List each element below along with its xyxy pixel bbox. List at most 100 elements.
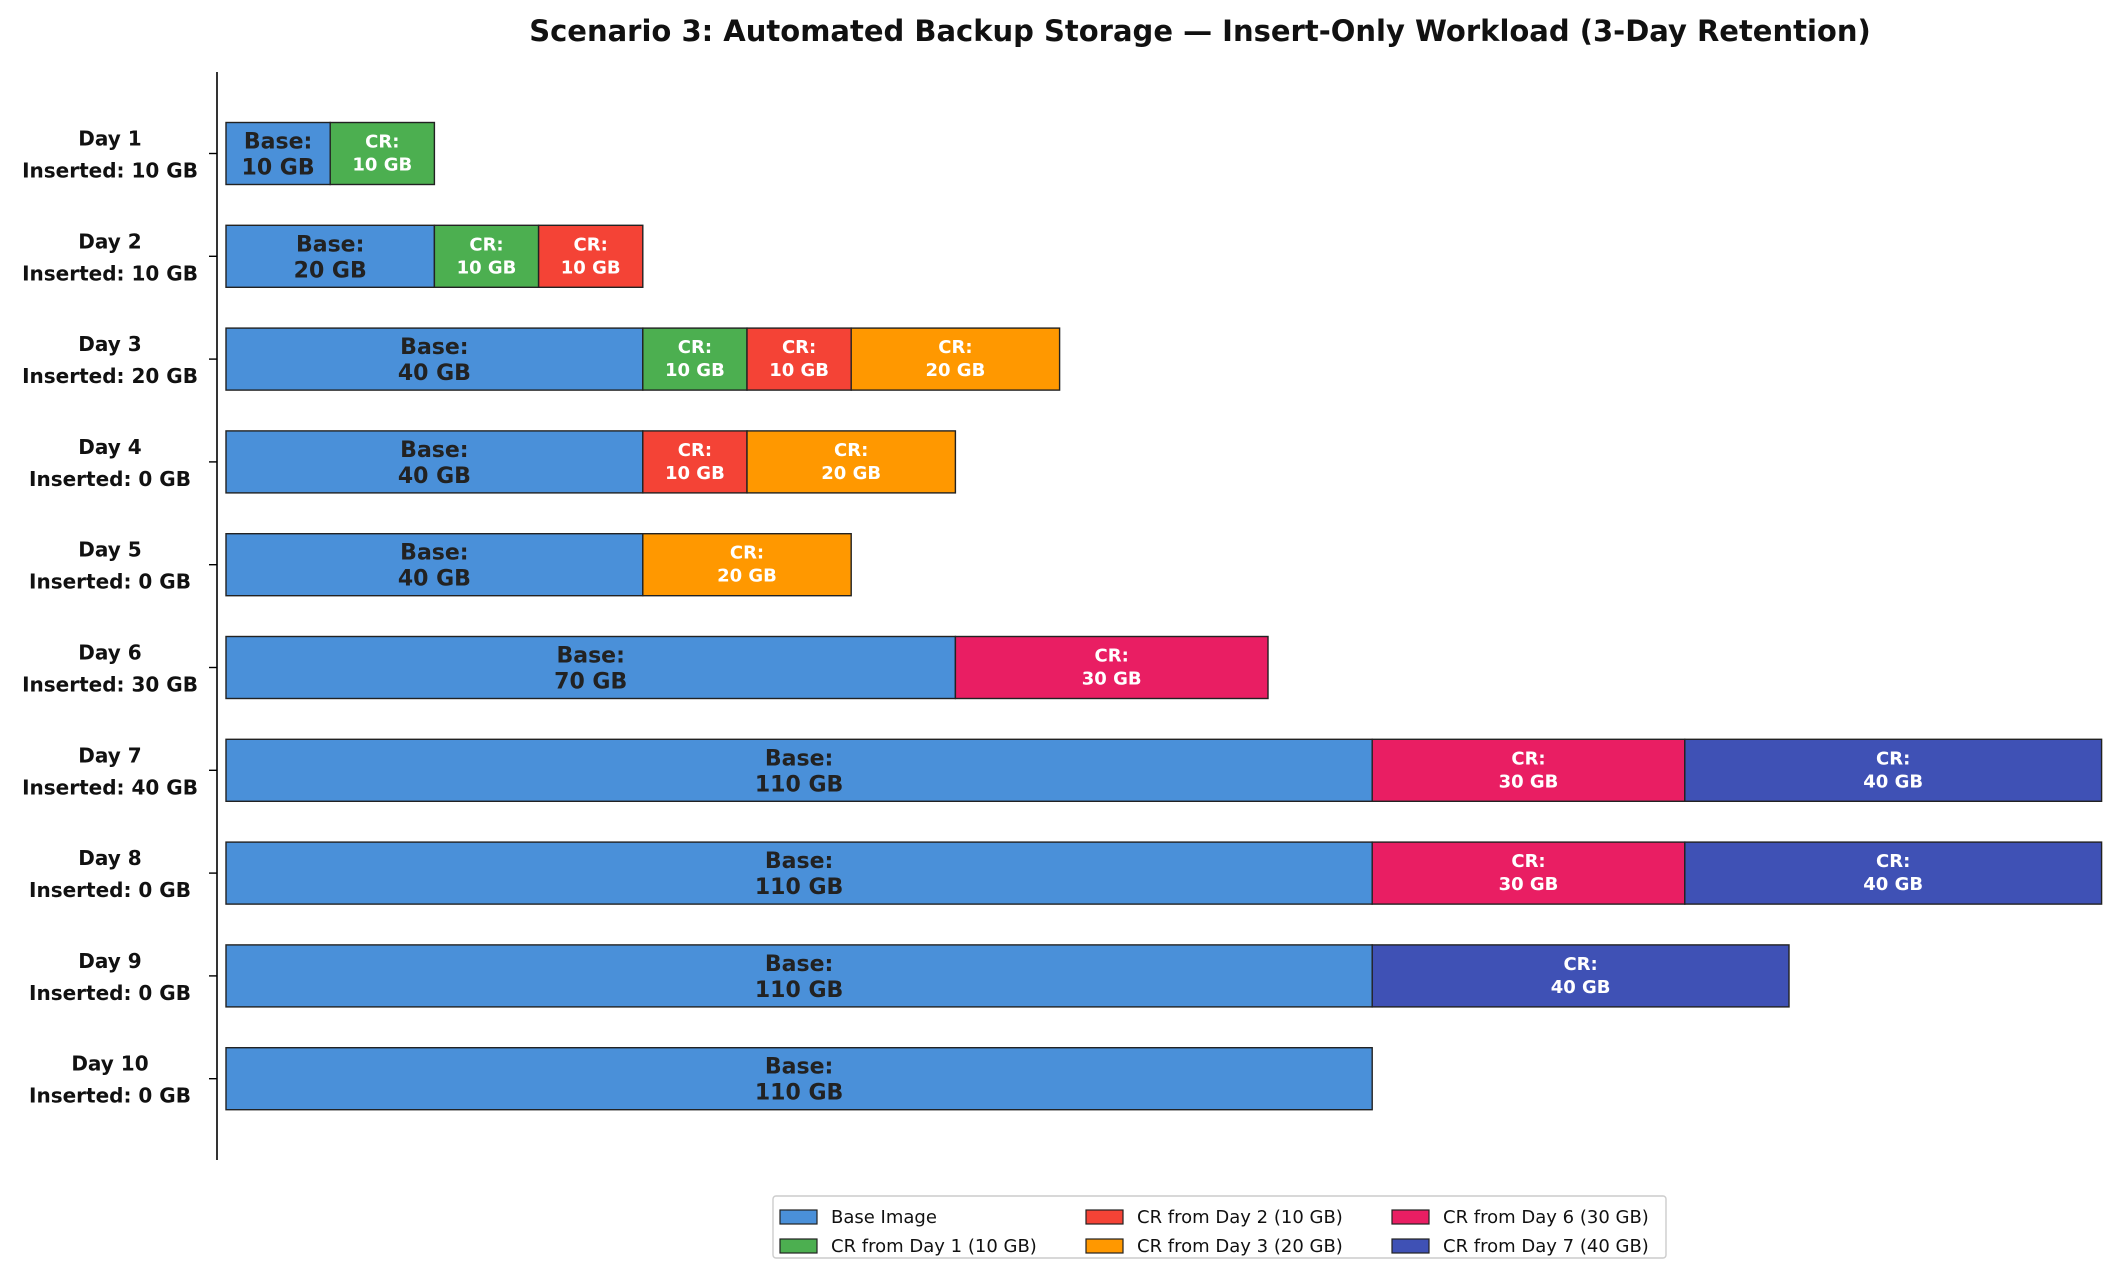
legend-swatch [1391,1238,1430,1254]
segment-label-prefix: CR: [1511,851,1545,872]
y-label-day: Day 5 [78,538,141,562]
y-label-inserted: Inserted: 0 GB [29,981,191,1005]
y-label-day: Day 10 [71,1052,148,1076]
y-label-day: Day 4 [78,435,141,459]
bar-segment-base [225,1046,1373,1111]
bar-segment-cr [537,224,644,289]
segment-label-prefix: CR: [574,234,608,255]
segment-label-value: 20 GB [717,566,777,587]
segment-label-prefix: CR: [782,337,816,358]
bar-segment-base [225,944,1373,1008]
segment-label-prefix: Base: [400,541,468,566]
legend-swatch [779,1238,818,1254]
y-label-day: Day 6 [78,641,141,665]
y-label-inserted: Inserted: 10 GB [22,261,198,285]
y-label-inserted: Inserted: 30 GB [22,673,198,697]
y-label-inserted: Inserted: 0 GB [29,1084,191,1108]
bar-segment-cr [329,121,436,186]
segment-label-value: 40 GB [1551,977,1611,998]
segment-label-prefix: Base: [556,644,624,669]
segment-label-value: 30 GB [1499,874,1559,895]
segment-label-value: 110 GB [755,772,843,797]
segment-label-prefix: Base: [765,746,833,771]
y-label-inserted: Inserted: 10 GB [22,159,198,183]
legend-entry: CR from Day 1 (10 GB) [831,1236,1037,1257]
bar-segment-cr [746,430,957,494]
legend-entry: CR from Day 6 (30 GB) [1443,1207,1649,1228]
y-label-day: Day 2 [78,229,141,253]
y-label-day: Day 1 [78,127,141,151]
y-label-inserted: Inserted: 0 GB [29,570,191,594]
segment-label-value: 40 GB [398,567,471,592]
segment-label-value: 10 GB [352,155,412,176]
segment-label-prefix: Base: [765,952,833,977]
legend-swatch [779,1209,818,1225]
segment-label-prefix: Base: [296,232,364,257]
segment-label-value: 10 GB [665,463,725,484]
segment-label-prefix: CR: [834,440,868,461]
segment-label-prefix: CR: [1511,748,1545,769]
legend: Base Image CR from Day 1 (10 GB) CR from D… [772,1195,1667,1259]
bar-segment-cr [1684,738,2103,802]
bar-segment-cr [850,327,1061,391]
bar-segment-base [225,430,644,494]
bar-segment-base [225,327,644,391]
chart-title: Scenario 3: Automated Backup Storage — I… [529,14,1871,48]
bar-segment-base [225,738,1373,802]
segment-label-value: 10 GB [665,360,725,381]
legend-swatch [1391,1209,1430,1225]
legend-entry: CR from Day 7 (40 GB) [1443,1236,1649,1257]
bar-segment-cr [1371,738,1686,802]
bar-segment-base [225,635,957,700]
segment-label-value: 10 GB [457,257,517,278]
segment-label-value: 20 GB [294,258,367,283]
segment-label-value: 40 GB [398,361,471,386]
segment-label-prefix: CR: [1563,954,1597,975]
y-label-day: Day 9 [78,949,141,973]
y-label-inserted: Inserted: 20 GB [22,364,198,388]
bar-segment-cr [1371,944,1790,1008]
segment-label-prefix: CR: [938,337,972,358]
segment-label-prefix: Base: [244,130,312,155]
segment-label-prefix: CR: [678,337,712,358]
segment-label-value: 70 GB [554,670,627,695]
segment-label-value: 10 GB [242,156,315,181]
segment-label-prefix: CR: [1876,851,1910,872]
segment-label-prefix: CR: [730,543,764,564]
bar-segment-cr [1371,841,1686,905]
bar-segment-cr [954,635,1269,700]
segment-label-prefix: Base: [400,335,468,360]
segment-label-value: 30 GB [1499,771,1559,792]
y-tick-labels: Day 1 Inserted: 10 GB Day 2 Inserted: 10 GB… [22,127,217,1108]
y-label-inserted: Inserted: 0 GB [29,467,191,491]
legend-entry: Base Image [831,1207,937,1228]
bar-segment-base [225,533,644,597]
segment-label-prefix: Base: [765,849,833,874]
bar-segment-cr [1684,841,2103,905]
legend-frame [772,1195,1667,1259]
segment-label-value: 40 GB [1863,771,1923,792]
segment-label-value: 110 GB [755,1081,843,1106]
segment-label-value: 10 GB [561,257,621,278]
y-label-day: Day 3 [78,332,141,356]
segment-label-prefix: CR: [469,234,503,255]
segment-label-value: 20 GB [925,360,985,381]
segment-label-prefix: Base: [765,1055,833,1080]
segment-label-prefix: CR: [1095,646,1129,667]
segment-label-value: 110 GB [755,978,843,1003]
bar-segment-cr [642,533,852,597]
y-label-day: Day 7 [78,743,141,767]
segment-label-prefix: CR: [678,440,712,461]
legend-swatch [1085,1209,1124,1225]
legend-entry: CR from Day 2 (10 GB) [1137,1207,1343,1228]
segment-label-prefix: CR: [365,132,399,153]
y-label-inserted: Inserted: 0 GB [29,878,191,902]
segment-label-value: 20 GB [821,463,881,484]
segment-label-prefix: Base: [400,438,468,463]
segment-label-value: 110 GB [755,875,843,900]
bar-segment-base [225,841,1373,905]
segment-label-value: 10 GB [769,360,829,381]
bar-segment-cr [642,430,748,494]
